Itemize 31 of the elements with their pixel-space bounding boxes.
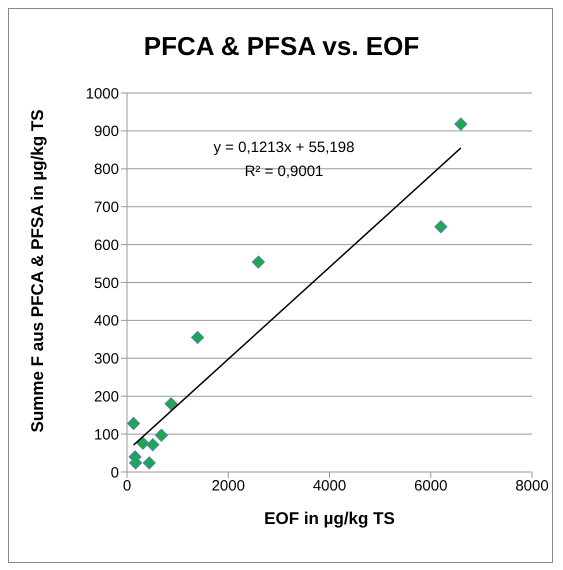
point — [127, 416, 140, 430]
chart-title: PFCA & PFSA vs. EOF — [142, 31, 420, 62]
y-tick-label: 800 — [94, 161, 119, 178]
point — [164, 397, 178, 410]
point — [146, 438, 160, 452]
y-tick-label: 0 — [110, 464, 119, 482]
y-tick-label: 200 — [94, 388, 119, 406]
point — [142, 456, 156, 470]
x-axis-title: EOF in µg/kg TS — [264, 509, 395, 528]
x-tick-label: 8000 — [515, 478, 549, 495]
x-tick-label: 4000 — [312, 478, 346, 495]
y-tick-label: 900 — [94, 123, 119, 140]
y-tick-label: 700 — [94, 199, 119, 216]
point — [154, 428, 168, 442]
annotation: y = 0,1213x + 55,198 — [212, 139, 356, 156]
annotation: R² = 0,9001 — [244, 163, 324, 180]
y-tick-label: 600 — [94, 236, 119, 254]
y-tick-label: 300 — [94, 350, 119, 368]
point — [252, 256, 265, 269]
point — [191, 330, 204, 344]
y-tick-label: 400 — [94, 312, 119, 330]
y-tick-label: 500 — [94, 274, 119, 292]
x-tick-label: 6000 — [414, 478, 448, 495]
point — [434, 220, 448, 234]
point — [454, 118, 468, 131]
x-tick-label: 2000 — [212, 478, 245, 495]
y-tick-label: 1000 — [86, 85, 119, 102]
x-tick-label: 0 — [122, 478, 132, 495]
y-tick-label: 100 — [94, 426, 119, 444]
point — [129, 456, 142, 470]
y-axis-title: Summe F aus PFCA & PFSA in µg/kg TS — [28, 109, 48, 432]
